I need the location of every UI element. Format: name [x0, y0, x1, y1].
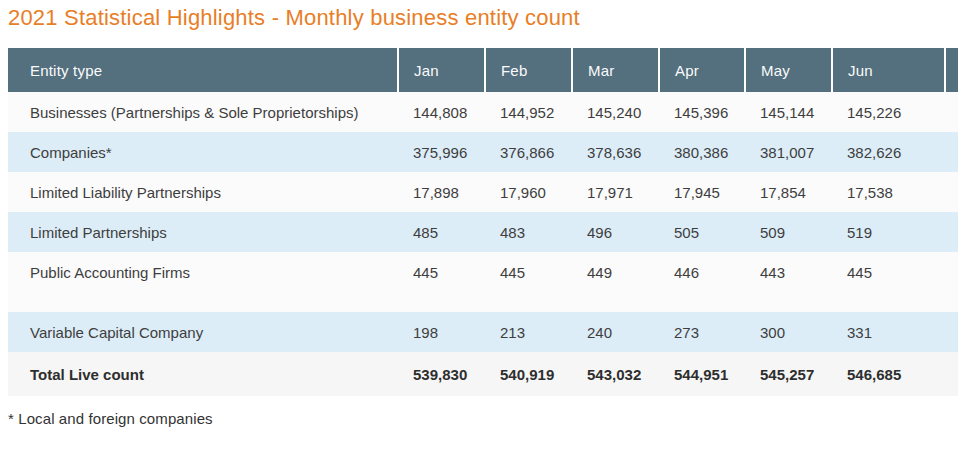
cell-feb: 144,952 [485, 92, 572, 132]
cell-jan: 17,898 [398, 172, 485, 212]
cell-cutoff [945, 252, 958, 292]
column-header-may: May [745, 48, 832, 92]
total-cell-mar: 543,032 [572, 352, 659, 396]
row-label: Limited Partnerships [8, 212, 398, 252]
column-header-feb: Feb [485, 48, 572, 92]
total-cell-jun: 546,685 [832, 352, 945, 396]
row-label: Businesses (Partnerships & Sole Propriet… [8, 92, 398, 132]
cell-jan: 485 [398, 212, 485, 252]
table-row-total: Total Live count 539,830 540,919 543,032… [8, 352, 958, 396]
table-body: Businesses (Partnerships & Sole Propriet… [8, 92, 958, 396]
table-row-llp: Limited Liability Partnerships 17,898 17… [8, 172, 958, 212]
cell-apr: 380,386 [659, 132, 745, 172]
cell-mar: 145,240 [572, 92, 659, 132]
spacer-cell [8, 292, 958, 312]
cell-jun: 382,626 [832, 132, 945, 172]
cell-may: 443 [745, 252, 832, 292]
cell-cutoff [945, 132, 958, 172]
cell-feb: 445 [485, 252, 572, 292]
spacer-row [8, 292, 958, 312]
cell-may: 300 [745, 312, 832, 352]
cell-cutoff [945, 92, 958, 132]
cell-may: 145,144 [745, 92, 832, 132]
cell-jun: 17,538 [832, 172, 945, 212]
cell-cutoff [945, 212, 958, 252]
row-label: Companies* [8, 132, 398, 172]
table-row-vcc: Variable Capital Company 198 213 240 273… [8, 312, 958, 352]
cell-mar: 496 [572, 212, 659, 252]
cell-feb: 483 [485, 212, 572, 252]
total-cell-feb: 540,919 [485, 352, 572, 396]
table-header: Entity type Jan Feb Mar Apr May Jun [8, 48, 958, 92]
column-header-jan: Jan [398, 48, 485, 92]
table-row-lp: Limited Partnerships 485 483 496 505 509… [8, 212, 958, 252]
total-cell-jan: 539,830 [398, 352, 485, 396]
footnote: * Local and foreign companies [8, 410, 958, 427]
total-cell-cutoff [945, 352, 958, 396]
column-header-jun: Jun [832, 48, 945, 92]
cell-jun: 331 [832, 312, 945, 352]
cell-mar: 449 [572, 252, 659, 292]
table-row-paf: Public Accounting Firms 445 445 449 446 … [8, 252, 958, 292]
cell-apr: 446 [659, 252, 745, 292]
cell-jan: 198 [398, 312, 485, 352]
cell-jun: 445 [832, 252, 945, 292]
column-header-cutoff [945, 48, 958, 92]
row-label: Variable Capital Company [8, 312, 398, 352]
cell-jan: 445 [398, 252, 485, 292]
cell-mar: 378,636 [572, 132, 659, 172]
cell-may: 509 [745, 212, 832, 252]
cell-mar: 17,971 [572, 172, 659, 212]
cell-feb: 376,866 [485, 132, 572, 172]
column-header-entity-type: Entity type [8, 48, 398, 92]
cell-apr: 505 [659, 212, 745, 252]
entity-count-table: Entity type Jan Feb Mar Apr May Jun Busi… [8, 48, 958, 396]
cell-may: 381,007 [745, 132, 832, 172]
cell-jun: 519 [832, 212, 945, 252]
table-row-businesses: Businesses (Partnerships & Sole Propriet… [8, 92, 958, 132]
table-row-companies: Companies* 375,996 376,866 378,636 380,3… [8, 132, 958, 172]
row-label: Limited Liability Partnerships [8, 172, 398, 212]
cell-jun: 145,226 [832, 92, 945, 132]
cell-mar: 240 [572, 312, 659, 352]
cell-apr: 17,945 [659, 172, 745, 212]
cell-may: 17,854 [745, 172, 832, 212]
cell-feb: 213 [485, 312, 572, 352]
cell-feb: 17,960 [485, 172, 572, 212]
cell-cutoff [945, 312, 958, 352]
total-cell-apr: 544,951 [659, 352, 745, 396]
column-header-apr: Apr [659, 48, 745, 92]
row-label: Public Accounting Firms [8, 252, 398, 292]
header-row: Entity type Jan Feb Mar Apr May Jun [8, 48, 958, 92]
cell-apr: 145,396 [659, 92, 745, 132]
cell-cutoff [945, 172, 958, 212]
total-row-label: Total Live count [8, 352, 398, 396]
column-header-mar: Mar [572, 48, 659, 92]
page-title: 2021 Statistical Highlights - Monthly bu… [0, 0, 958, 33]
cell-jan: 375,996 [398, 132, 485, 172]
cell-jan: 144,808 [398, 92, 485, 132]
total-cell-may: 545,257 [745, 352, 832, 396]
cell-apr: 273 [659, 312, 745, 352]
